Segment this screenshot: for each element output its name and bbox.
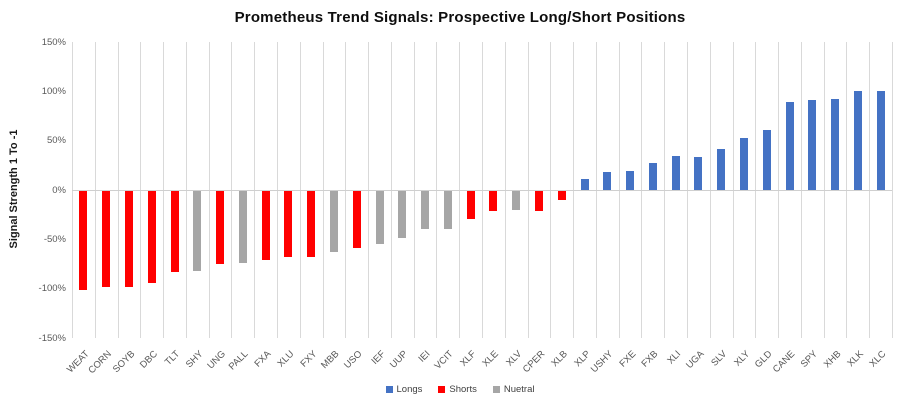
x-axis-label-FXY: FXY — [298, 348, 320, 370]
bar-PALL — [239, 191, 247, 263]
x-axis-label-USO: USO — [342, 348, 365, 371]
x-axis-label-IEF: IEF — [369, 348, 388, 367]
x-axis-label-TLT: TLT — [163, 348, 183, 368]
x-axis-label-MBB: MBB — [319, 348, 342, 371]
x-axis-label-SOYB: SOYB — [110, 348, 137, 376]
x-axis-label-CORN: CORN — [86, 348, 115, 377]
y-tick-label: -150% — [38, 333, 66, 344]
x-axis-label-XLC: XLC — [867, 348, 889, 370]
bar-FXA — [262, 191, 270, 260]
x-axis-label-UNG: UNG — [205, 348, 228, 372]
bar-XLB — [558, 191, 566, 200]
bar-XLP — [581, 179, 589, 190]
bar-IEI — [421, 191, 429, 229]
chart-title: Prometheus Trend Signals: Prospective Lo… — [234, 9, 686, 26]
x-axis-label-DBC: DBC — [137, 348, 160, 371]
bar-SHY — [193, 191, 201, 271]
legend-label-shorts: Shorts — [449, 384, 477, 395]
legend-label-longs: Longs — [396, 384, 423, 395]
x-axis-label-PALL: PALL — [227, 348, 251, 373]
bar-WEAT — [79, 191, 87, 290]
bar-MBB — [330, 191, 338, 252]
bar-CANE — [786, 102, 794, 190]
y-tick-label: 50% — [46, 135, 66, 146]
x-axis-label-CPER: CPER — [520, 348, 547, 376]
x-axis-label-VCIT: VCIT — [432, 348, 456, 372]
neutral-swatch-icon — [492, 386, 500, 393]
x-axis-label-FXE: FXE — [617, 348, 638, 370]
bar-CPER — [535, 191, 543, 211]
x-axis-label-SPY: SPY — [798, 348, 821, 370]
x-axis-label-UGA: UGA — [683, 348, 707, 371]
bar-XLU — [284, 191, 292, 257]
bar-UNG — [216, 191, 224, 264]
x-axis-label-SLV: SLV — [709, 348, 730, 369]
bar-SLV — [717, 149, 725, 190]
x-axis-label-XLF: XLF — [458, 348, 479, 369]
bar-IEF — [376, 191, 384, 244]
bar-XLK — [854, 91, 862, 190]
bar-XLY — [740, 138, 748, 190]
bar-FXE — [626, 171, 634, 190]
bar-DBC — [148, 191, 156, 283]
bar-USO — [353, 191, 361, 248]
x-axis-label-XLE: XLE — [480, 348, 502, 370]
legend-label-neutral: Nuetral — [503, 384, 535, 395]
bar-SOYB — [125, 191, 133, 287]
bar-FXY — [307, 191, 315, 257]
x-axis-label-USHY: USHY — [588, 348, 616, 376]
x-axis-label-UUP: UUP — [388, 348, 411, 371]
bar-FXB — [649, 163, 657, 190]
x-axis-label-CANE: CANE — [770, 348, 798, 376]
x-axis-label-WEAT: WEAT — [64, 348, 92, 376]
y-tick-label: 150% — [41, 37, 66, 48]
bar-XLI — [672, 156, 680, 190]
x-axis-label-SHY: SHY — [183, 348, 206, 371]
bar-TLT — [171, 191, 179, 272]
bar-UGA — [694, 157, 702, 190]
bar-XLF — [467, 191, 475, 219]
legend: Longs Shorts Nuetral — [0, 384, 920, 395]
y-tick-label: 100% — [41, 86, 66, 97]
longs-swatch-icon — [385, 386, 393, 393]
x-axis-label-XLK: XLK — [845, 348, 866, 370]
gridline — [892, 42, 893, 338]
x-axis-label-XLB: XLB — [549, 348, 570, 370]
bar-XLE — [489, 191, 497, 211]
bar-VCIT — [444, 191, 452, 229]
bar-XHB — [831, 99, 839, 190]
bar-UUP — [398, 191, 406, 238]
x-axis-label-IEI: IEI — [416, 348, 433, 365]
bar-CORN — [102, 191, 110, 287]
legend-item-neutral: Nuetral — [492, 384, 535, 395]
shorts-swatch-icon — [438, 386, 446, 393]
bar-SPY — [808, 100, 816, 190]
x-axis-line — [72, 190, 892, 191]
y-tick-label: -100% — [38, 283, 66, 294]
x-axis-label-XLU: XLU — [275, 348, 297, 370]
x-axis-label-XHB: XHB — [821, 348, 843, 371]
x-axis-label-XLY: XLY — [731, 348, 752, 369]
y-tick-label: 0% — [52, 185, 66, 196]
bar-XLC — [877, 91, 885, 190]
x-axis-label-FXB: FXB — [639, 348, 661, 370]
y-tick-label: -50% — [43, 234, 66, 245]
bar-USHY — [603, 172, 611, 190]
x-axis-label-XLI: XLI — [665, 348, 684, 367]
legend-item-shorts: Shorts — [438, 384, 477, 395]
bar-GLD — [763, 130, 771, 190]
x-axis-label-FXA: FXA — [252, 348, 274, 370]
legend-item-longs: Longs — [385, 384, 423, 395]
bar-XLV — [512, 191, 520, 210]
